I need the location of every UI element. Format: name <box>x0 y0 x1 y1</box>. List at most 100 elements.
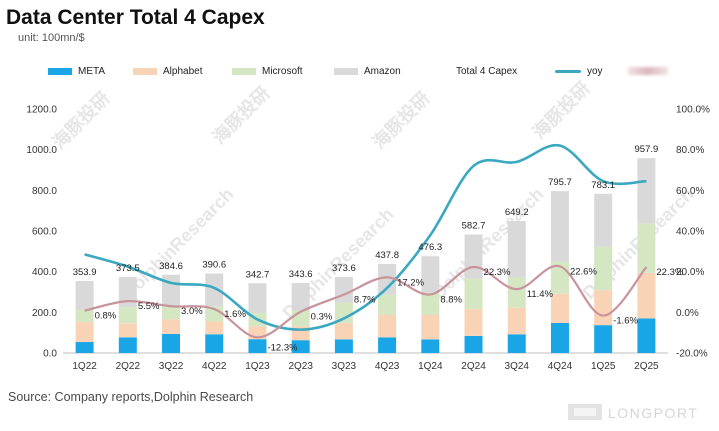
bar-segment-meta <box>378 337 397 353</box>
bar-segment-microsoft <box>378 294 397 315</box>
y-tick-left: 200.0 <box>32 308 57 319</box>
x-tick-label: 1Q25 <box>591 361 616 372</box>
x-tick-label: 4Q22 <box>202 361 227 372</box>
longport-logo: LONGPORT <box>568 404 698 421</box>
second-line-label: 11.4% <box>527 289 554 300</box>
second-line-label: 1.6% <box>224 309 246 320</box>
total-label: 384.6 <box>159 261 183 272</box>
second-line-label: 8.8% <box>440 294 462 305</box>
x-tick-label: 2Q24 <box>461 361 486 372</box>
bar-segment-meta <box>118 337 137 353</box>
lines <box>84 143 648 339</box>
y-tick-right: 100.0% <box>676 105 710 116</box>
bar-segment-microsoft <box>507 277 526 308</box>
legend-item-blurred <box>628 62 668 80</box>
legend-label-total: Total 4 Capex <box>456 65 518 77</box>
second-line-label: 22.3% <box>484 267 511 278</box>
bar-segment-amazon <box>75 281 94 310</box>
watermark-text-cn: 海豚投研 <box>208 82 274 148</box>
bar-segment-meta <box>162 333 181 353</box>
bar-segment-amazon <box>637 158 656 224</box>
second-line-label: -1.6% <box>613 316 638 327</box>
legend-label-meta: META <box>78 65 106 77</box>
second-line-label: 22.6% <box>570 266 597 277</box>
legend-label-yoy: yoy <box>587 65 603 77</box>
total-label: 957.9 <box>635 144 659 155</box>
y-tick-left: 400.0 <box>32 267 57 278</box>
axes: 0.0 200.0 400.0 600.0 800.0 1000.0 1200.0 -20.0… <box>26 105 710 373</box>
bar-segment-alphabet <box>378 314 397 338</box>
second-line-label: 22.3% <box>656 267 683 278</box>
y-tick-left: 800.0 <box>32 186 57 197</box>
bar-segment-meta <box>421 339 440 353</box>
bar-segment-microsoft <box>118 307 137 324</box>
bar-segment-microsoft <box>334 302 353 323</box>
total-label: 582.7 <box>462 221 486 232</box>
total-label: 390.6 <box>202 260 226 271</box>
longport-logo-inner <box>574 408 596 416</box>
second-line-label: 0.8% <box>95 311 117 322</box>
bar-segment-alphabet <box>464 309 483 336</box>
total-label: 437.8 <box>375 250 399 261</box>
second-line-label: 3.0% <box>181 306 203 317</box>
bar-segment-meta <box>464 335 483 353</box>
y-tick-right: 60.0% <box>676 186 704 197</box>
bar-segment-alphabet <box>507 307 526 335</box>
y-tick-right: -20.0% <box>676 349 708 360</box>
bar-segment-meta <box>75 342 94 353</box>
yoy-line <box>84 143 647 331</box>
legend-label-alphabet: Alphabet <box>163 65 203 77</box>
legend: META Alphabet Microsoft Amazon Total 4 C… <box>0 62 719 80</box>
bar-segment-meta <box>507 334 526 353</box>
bar-segment-alphabet <box>205 321 224 335</box>
source-note: Source: Company reports,Dolphin Research <box>8 390 254 404</box>
y-tick-left: 600.0 <box>32 227 57 238</box>
y-tick-right: 80.0% <box>676 145 704 156</box>
bar-segment-meta <box>637 318 656 353</box>
legend-swatch-alphabet <box>133 67 157 75</box>
x-tick-label: 1Q23 <box>245 361 270 372</box>
second-line-label: 8.7% <box>354 295 376 306</box>
x-tick-label: 3Q24 <box>505 361 530 372</box>
watermark-text-cn: 海豚投研 <box>368 87 434 153</box>
bar-segment-alphabet <box>550 293 569 323</box>
second-line <box>84 264 648 339</box>
bar-segment-amazon <box>421 256 440 293</box>
x-tick-label: 2Q25 <box>634 361 659 372</box>
bar-segment-alphabet <box>421 314 440 340</box>
x-tick-label: 2Q22 <box>116 361 141 372</box>
y-tick-right: 40.0% <box>676 227 704 238</box>
bar-segment-amazon <box>162 274 181 306</box>
bar-segment-microsoft <box>464 278 483 310</box>
bar-segment-meta <box>594 325 613 353</box>
bar-segment-amazon <box>334 276 353 303</box>
total-label: 783.1 <box>591 180 615 191</box>
total-label: 795.7 <box>548 177 572 188</box>
legend-swatch-meta <box>48 67 72 75</box>
second-line-label: 5.5% <box>138 301 160 312</box>
legend-item-microsoft: Microsoft <box>232 62 303 80</box>
x-tick-label: 3Q22 <box>159 361 184 372</box>
x-tick-label: 2Q23 <box>288 361 313 372</box>
bar-segment-meta <box>205 334 224 353</box>
longport-logo-text: LONGPORT <box>608 405 698 421</box>
total-label: 343.6 <box>289 269 313 280</box>
total-label: 373.6 <box>332 263 356 274</box>
legend-item-amazon: Amazon <box>334 62 401 80</box>
total-label: 353.9 <box>73 267 97 278</box>
bar-segment-microsoft <box>205 306 224 322</box>
x-tick-label: 4Q24 <box>548 361 573 372</box>
y-tick-right: 0.0% <box>676 308 699 319</box>
bar-segment-amazon <box>507 221 526 278</box>
legend-line-yoy <box>555 69 581 73</box>
bar-segment-microsoft <box>162 305 181 320</box>
bar-segment-amazon <box>378 263 397 295</box>
bar-segment-meta <box>291 340 310 353</box>
bar-segment-amazon <box>464 234 483 279</box>
second-line-label: 17.2% <box>397 277 424 288</box>
second-line-label: -12.3% <box>267 342 298 353</box>
bar-segment-microsoft <box>75 309 94 323</box>
watermark-text-cn: 海豚投研 <box>48 87 114 153</box>
total-label: 373.5 <box>116 263 140 274</box>
